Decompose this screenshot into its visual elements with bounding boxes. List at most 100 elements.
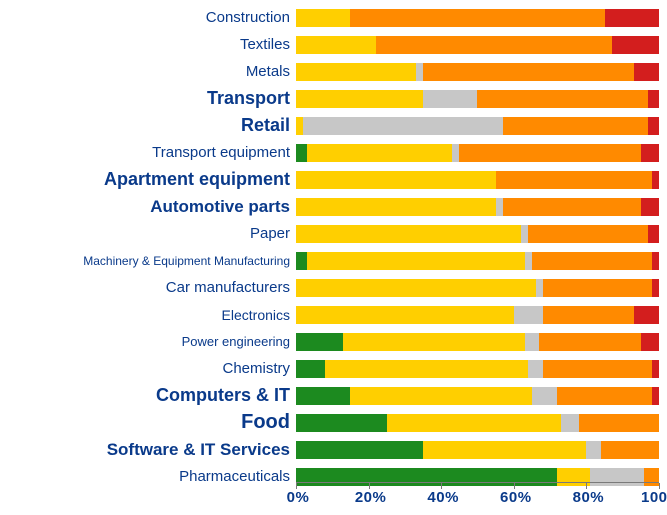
bar-segment-yellow (307, 252, 525, 270)
row-label: Pharmaceuticals (0, 468, 296, 485)
row-label: Car manufacturers (0, 279, 296, 296)
bar-segment-orange (477, 90, 648, 108)
bar-segment-yellow (343, 333, 525, 351)
x-axis: 0%20%40%60%80%100% (296, 482, 659, 509)
bar (296, 63, 659, 81)
bar (296, 441, 659, 459)
row-label: Machinery & Equipment Manufacturing (0, 254, 296, 268)
bar-segment-gray (423, 90, 477, 108)
bar-segment-red (605, 9, 659, 27)
row-label: Power engineering (0, 334, 296, 349)
bar-segment-yellow (350, 387, 532, 405)
bar-segment-yellow (296, 117, 303, 135)
bar-segment-orange (350, 9, 604, 27)
x-tick-label: 100% (641, 489, 667, 506)
row-label: Paper (0, 225, 296, 242)
bar-segment-orange (557, 387, 651, 405)
bar-segment-yellow (296, 225, 521, 243)
bar-segment-yellow (307, 144, 452, 162)
bar-segment-green (296, 252, 307, 270)
chart-row: Metals (0, 60, 659, 83)
chart-row: Transport equipment (0, 141, 659, 164)
bar-segment-orange (503, 117, 648, 135)
bar-segment-green (296, 333, 343, 351)
bar-segment-orange (601, 441, 659, 459)
row-label: Software & IT Services (0, 440, 296, 460)
bar-segment-yellow (296, 198, 496, 216)
bar-segment-green (296, 144, 307, 162)
chart-row: Food (0, 411, 659, 434)
bar-segment-orange (543, 360, 652, 378)
row-label: Transport (0, 88, 296, 109)
bar-segment-red (641, 198, 659, 216)
chart-row: Electronics (0, 303, 659, 326)
row-label: Automotive parts (0, 197, 296, 217)
bar-segment-orange (423, 63, 634, 81)
row-label: Construction (0, 9, 296, 26)
bar-segment-yellow (296, 36, 376, 54)
bar-segment-red (612, 36, 659, 54)
bar-segment-gray (525, 252, 532, 270)
bar (296, 225, 659, 243)
bar-segment-red (641, 144, 659, 162)
bar-segment-gray (525, 333, 540, 351)
bar-segment-orange (543, 279, 652, 297)
bar-segment-red (648, 90, 659, 108)
bar-segment-gray (528, 360, 543, 378)
bar-segment-yellow (387, 414, 561, 432)
bar-segment-red (634, 63, 659, 81)
chart-row: Machinery & Equipment Manufacturing (0, 249, 659, 272)
bar-segment-orange (539, 333, 641, 351)
bar-segment-red (648, 225, 659, 243)
chart-row: Car manufacturers (0, 276, 659, 299)
chart-row: Automotive parts (0, 195, 659, 218)
row-label: Transport equipment (0, 144, 296, 161)
bar (296, 36, 659, 54)
x-tick-label: 40% (423, 489, 463, 506)
row-label: Metals (0, 63, 296, 80)
bar (296, 171, 659, 189)
bar-segment-orange (543, 306, 634, 324)
bar-segment-yellow (296, 171, 496, 189)
bar-segment-red (634, 306, 659, 324)
bar-segment-yellow (423, 441, 586, 459)
bar (296, 279, 659, 297)
bar-segment-red (652, 387, 659, 405)
bar (296, 9, 659, 27)
chart-row: Paper (0, 222, 659, 245)
bar-segment-green (296, 441, 423, 459)
bar-segment-gray (561, 414, 579, 432)
bar (296, 387, 659, 405)
bar-segment-green (296, 414, 387, 432)
row-label: Computers & IT (0, 385, 296, 406)
chart-row: Power engineering (0, 330, 659, 353)
x-tick-label: 20% (351, 489, 391, 506)
bar-segment-red (652, 279, 659, 297)
bar-segment-yellow (296, 9, 350, 27)
bar-segment-green (296, 387, 350, 405)
row-label: Textiles (0, 36, 296, 53)
row-label: Electronics (0, 307, 296, 323)
x-tick-label: 80% (568, 489, 608, 506)
chart-row: Retail (0, 114, 659, 137)
bar-segment-green (296, 360, 325, 378)
bar (296, 252, 659, 270)
bar-segment-red (652, 252, 659, 270)
bar-segment-orange (532, 252, 652, 270)
bar-segment-gray (303, 117, 503, 135)
x-tick-label: 0% (278, 489, 318, 506)
bar-segment-red (652, 171, 659, 189)
bar-segment-orange (459, 144, 641, 162)
bar (296, 333, 659, 351)
bar-segment-red (652, 360, 659, 378)
bar-segment-red (641, 333, 659, 351)
bar-segment-yellow (296, 90, 423, 108)
bar (296, 414, 659, 432)
bar-segment-orange (376, 36, 612, 54)
bar-segment-orange (496, 171, 652, 189)
row-label: Food (0, 411, 296, 434)
bar-segment-yellow (296, 279, 536, 297)
bar-segment-gray (416, 63, 423, 81)
bar-segment-gray (532, 387, 557, 405)
bar (296, 198, 659, 216)
